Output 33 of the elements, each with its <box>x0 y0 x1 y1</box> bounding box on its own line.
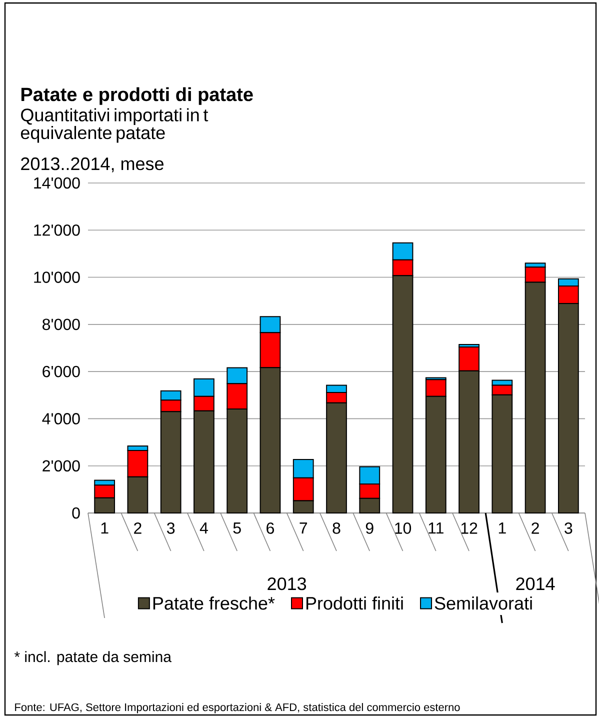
y-tick-label: 12'000 <box>34 224 80 236</box>
chart-subtitle: Quantitativi importati in t equivalente patate <box>20 108 208 143</box>
x-tick-label: 11 <box>428 522 444 534</box>
legend-label: Prodotti finiti <box>306 596 403 610</box>
x-tick-label: 2 <box>134 522 142 534</box>
text: 2013 <box>268 577 306 590</box>
x-tick-label: 12 <box>461 522 478 534</box>
y-tick-label: 4'000 <box>42 413 80 424</box>
x-tick-label: 5 <box>233 522 241 534</box>
x-tick-label: 8 <box>332 522 340 534</box>
y-tick-label: 6'000 <box>42 366 80 378</box>
source-note: Fonte: UFAG, Settore Importazioni ed esportazioni & AFD, statistica del commercio esterno <box>15 703 460 714</box>
x-tick-label: 6 <box>266 522 274 534</box>
y-tick-label: 14'000 <box>34 177 80 189</box>
x-tick-label: 1 <box>101 522 108 534</box>
x-tick-label: 7 <box>300 522 308 534</box>
y-tick-label: 10'000 <box>34 272 80 283</box>
legend-label: Semilavorati <box>434 596 532 610</box>
x-tick-label: 1 <box>498 522 506 534</box>
text: * incl. patate da semina <box>14 651 172 666</box>
text: 2014 <box>516 577 555 590</box>
y-tick-label: 0 <box>72 507 80 519</box>
x-tick-label: 3 <box>166 522 175 534</box>
y-tick-label: 2'000 <box>42 460 80 472</box>
x-tick-label: 2 <box>532 522 539 534</box>
text: 2013..2014, mese <box>21 157 164 172</box>
chart-title: Patate e prodotti di patate <box>21 87 253 105</box>
legend-label: Patate fresche* <box>153 596 275 610</box>
x-tick-label: 4 <box>200 522 208 534</box>
x-tick-label: 10 <box>395 522 412 534</box>
x-tick-label: 3 <box>564 522 572 534</box>
y-tick-label: 8'000 <box>42 318 80 330</box>
x-tick-label: 9 <box>366 522 374 534</box>
